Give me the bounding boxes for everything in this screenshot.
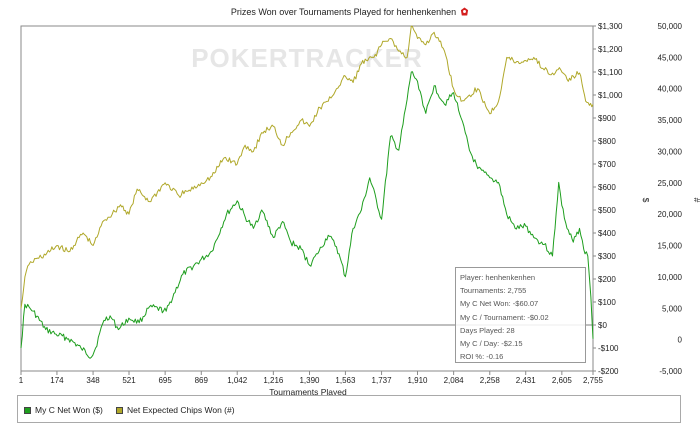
y-right-tick-label: 45,000 xyxy=(658,53,683,62)
x-tick-label: 1,737 xyxy=(372,376,393,385)
x-tick-label: 2,258 xyxy=(480,376,501,385)
y-left-tick-label: $700 xyxy=(598,160,616,169)
x-tick-label: 1,390 xyxy=(299,376,320,385)
plot-area xyxy=(20,25,594,372)
info-player: Player: henhenkenhen xyxy=(460,273,536,282)
y-left-tick-label: -$100 xyxy=(598,344,619,353)
legend: My C Net Won ($) Net Expected Chips Won … xyxy=(17,395,681,423)
pokertracker-logo-icon xyxy=(461,7,469,16)
series-line-net-won xyxy=(20,71,594,359)
x-tick-label: 1,042 xyxy=(227,376,248,385)
x-axis-title: Tournaments Played xyxy=(269,387,347,397)
legend-swatch-net-won xyxy=(24,406,31,414)
y-right-tick-label: 35,000 xyxy=(658,116,683,125)
y-right-tick-label: 40,000 xyxy=(658,85,683,94)
x-tick-label: 348 xyxy=(86,376,100,385)
x-tick-label: 521 xyxy=(122,376,136,385)
y-left-tick-label: $1,100 xyxy=(598,68,623,77)
chart-title-text: Prizes Won over Tournaments Played for h… xyxy=(230,7,457,17)
info-net-won: My C Net Won: -$60.07 xyxy=(460,299,539,309)
x-tick-label: 2,431 xyxy=(516,376,537,385)
y-left-tick-label: $300 xyxy=(598,252,616,261)
y-left-tick-label: $600 xyxy=(598,183,616,192)
info-tournaments: Tournaments: 2,755 xyxy=(460,286,527,296)
legend-label-net-won: My C Net Won ($) xyxy=(35,405,103,415)
stats-info-box: Player: henhenkenhen Tournaments: 2,755 … xyxy=(455,267,586,363)
y-right-axis-title: # xyxy=(692,198,700,203)
y-right-tick-label: 20,000 xyxy=(658,210,683,219)
series-line-expected-chips xyxy=(20,25,594,309)
x-tick-label: 1 xyxy=(19,376,24,385)
info-per-tournament: My C / Tournament: -$0.02 xyxy=(460,312,549,322)
x-tick-label: 2,755 xyxy=(583,376,604,385)
y-left-tick-label: $500 xyxy=(598,206,616,215)
y-left-tick-label: -$200 xyxy=(598,367,619,376)
y-right-tick-label: 10,000 xyxy=(658,273,683,282)
y-left-tick-label: $400 xyxy=(598,229,616,238)
y-left-tick-label: $1,300 xyxy=(598,22,623,31)
legend-label-expected-chips: Net Expected Chips Won (#) xyxy=(127,405,235,415)
info-roi: ROI %: -0.16 xyxy=(460,352,504,362)
y-left-tick-label: $900 xyxy=(598,114,616,123)
x-tick-label: 695 xyxy=(158,376,172,385)
y-right-tick-label: 5,000 xyxy=(662,304,683,313)
x-tick-label: 1,910 xyxy=(407,376,428,385)
y-right-tick-label: -5,000 xyxy=(659,367,682,376)
y-right-tick-label: 15,000 xyxy=(658,242,683,251)
x-tick-label: 1,216 xyxy=(263,376,284,385)
y-left-tick-label: $100 xyxy=(598,298,616,307)
x-tick-label: 2,605 xyxy=(552,376,573,385)
x-tick-label: 869 xyxy=(195,376,209,385)
y-right-tick-label: 50,000 xyxy=(658,22,683,31)
info-days-played: Days Played: 28 xyxy=(460,325,515,335)
info-per-day: My C / Day: -$2.15 xyxy=(460,339,523,349)
y-left-tick-label: $1,000 xyxy=(598,91,623,100)
y-left-tick-label: $1,200 xyxy=(598,45,623,54)
legend-item-expected-chips[interactable]: Net Expected Chips Won (#) xyxy=(116,405,235,415)
x-tick-label: 2,084 xyxy=(444,376,465,385)
y-right-tick-label: 0 xyxy=(678,336,683,345)
y-right-tick-label: 25,000 xyxy=(658,179,683,188)
x-tick-label: 1,563 xyxy=(335,376,356,385)
y-right-tick-label: 30,000 xyxy=(658,147,683,156)
chart-title: Prizes Won over Tournaments Played for h… xyxy=(0,7,700,17)
y-left-tick-label: $0 xyxy=(598,321,607,330)
y-left-axis-title: $ xyxy=(641,198,651,203)
x-tick-label: 174 xyxy=(50,376,64,385)
y-left-tick-label: $200 xyxy=(598,275,616,284)
legend-item-net-won[interactable]: My C Net Won ($) xyxy=(24,405,103,415)
watermark: POKERTRACKER xyxy=(191,43,423,73)
y-left-tick-label: $800 xyxy=(598,137,616,146)
legend-swatch-expected-chips xyxy=(116,406,123,414)
